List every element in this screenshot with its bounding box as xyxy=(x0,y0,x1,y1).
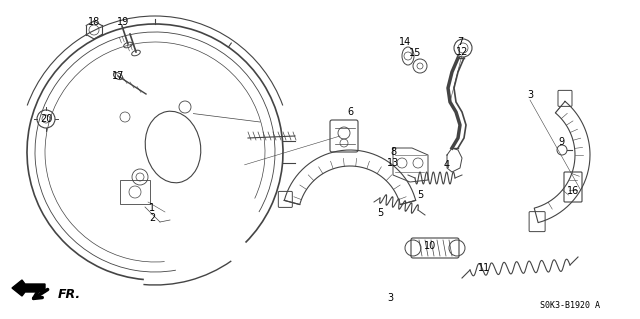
Text: 19: 19 xyxy=(117,17,129,27)
Text: 17: 17 xyxy=(112,71,124,81)
Text: 6: 6 xyxy=(347,107,353,117)
Text: 18: 18 xyxy=(88,17,100,27)
Text: 11: 11 xyxy=(478,263,490,273)
Text: 20: 20 xyxy=(40,114,52,124)
Text: 10: 10 xyxy=(424,241,436,251)
Text: 9: 9 xyxy=(558,137,564,147)
Text: 8: 8 xyxy=(390,147,396,157)
Text: 5: 5 xyxy=(417,190,423,200)
Text: FR.: FR. xyxy=(58,287,81,300)
Text: 12: 12 xyxy=(456,47,468,57)
Text: 16: 16 xyxy=(567,186,579,196)
Text: 4: 4 xyxy=(444,160,450,170)
Text: 5: 5 xyxy=(377,208,383,218)
Polygon shape xyxy=(12,280,45,296)
Text: 15: 15 xyxy=(409,48,421,58)
Text: 1: 1 xyxy=(149,203,155,213)
Text: 13: 13 xyxy=(387,158,399,168)
Text: 3: 3 xyxy=(387,293,393,303)
Text: 3: 3 xyxy=(527,90,533,100)
Text: 14: 14 xyxy=(399,37,411,47)
Text: 2: 2 xyxy=(149,213,155,223)
Text: S0K3-B1920 A: S0K3-B1920 A xyxy=(540,300,600,309)
Text: 7: 7 xyxy=(457,37,463,47)
